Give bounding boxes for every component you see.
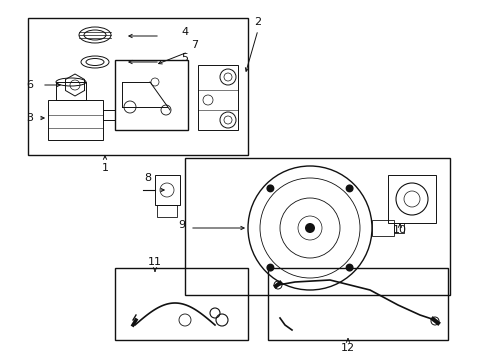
- Text: 1: 1: [102, 163, 108, 173]
- Bar: [115, 60, 187, 130]
- Circle shape: [266, 264, 274, 271]
- Text: 6: 6: [26, 80, 34, 90]
- Text: 4: 4: [181, 27, 188, 37]
- Bar: [371, 220, 393, 236]
- Bar: [115, 268, 247, 340]
- Circle shape: [345, 184, 353, 192]
- Bar: [28, 18, 247, 155]
- Bar: [267, 268, 447, 340]
- Text: 10: 10: [392, 225, 406, 235]
- Bar: [184, 158, 449, 295]
- Text: 12: 12: [340, 343, 354, 353]
- Text: 11: 11: [148, 257, 162, 267]
- Circle shape: [345, 264, 353, 271]
- Text: 7: 7: [191, 40, 198, 50]
- Bar: [198, 65, 238, 130]
- Bar: [157, 205, 177, 217]
- Bar: [48, 100, 103, 140]
- Bar: [155, 175, 180, 205]
- Circle shape: [266, 184, 274, 192]
- Text: 5: 5: [181, 53, 188, 63]
- Text: 2: 2: [254, 17, 261, 27]
- Bar: [103, 110, 115, 120]
- Circle shape: [305, 223, 314, 233]
- Bar: [387, 175, 435, 223]
- Text: 3: 3: [26, 113, 34, 123]
- Bar: [393, 223, 403, 233]
- Bar: [56, 82, 86, 100]
- Text: 9: 9: [178, 220, 185, 230]
- Text: 8: 8: [144, 173, 151, 183]
